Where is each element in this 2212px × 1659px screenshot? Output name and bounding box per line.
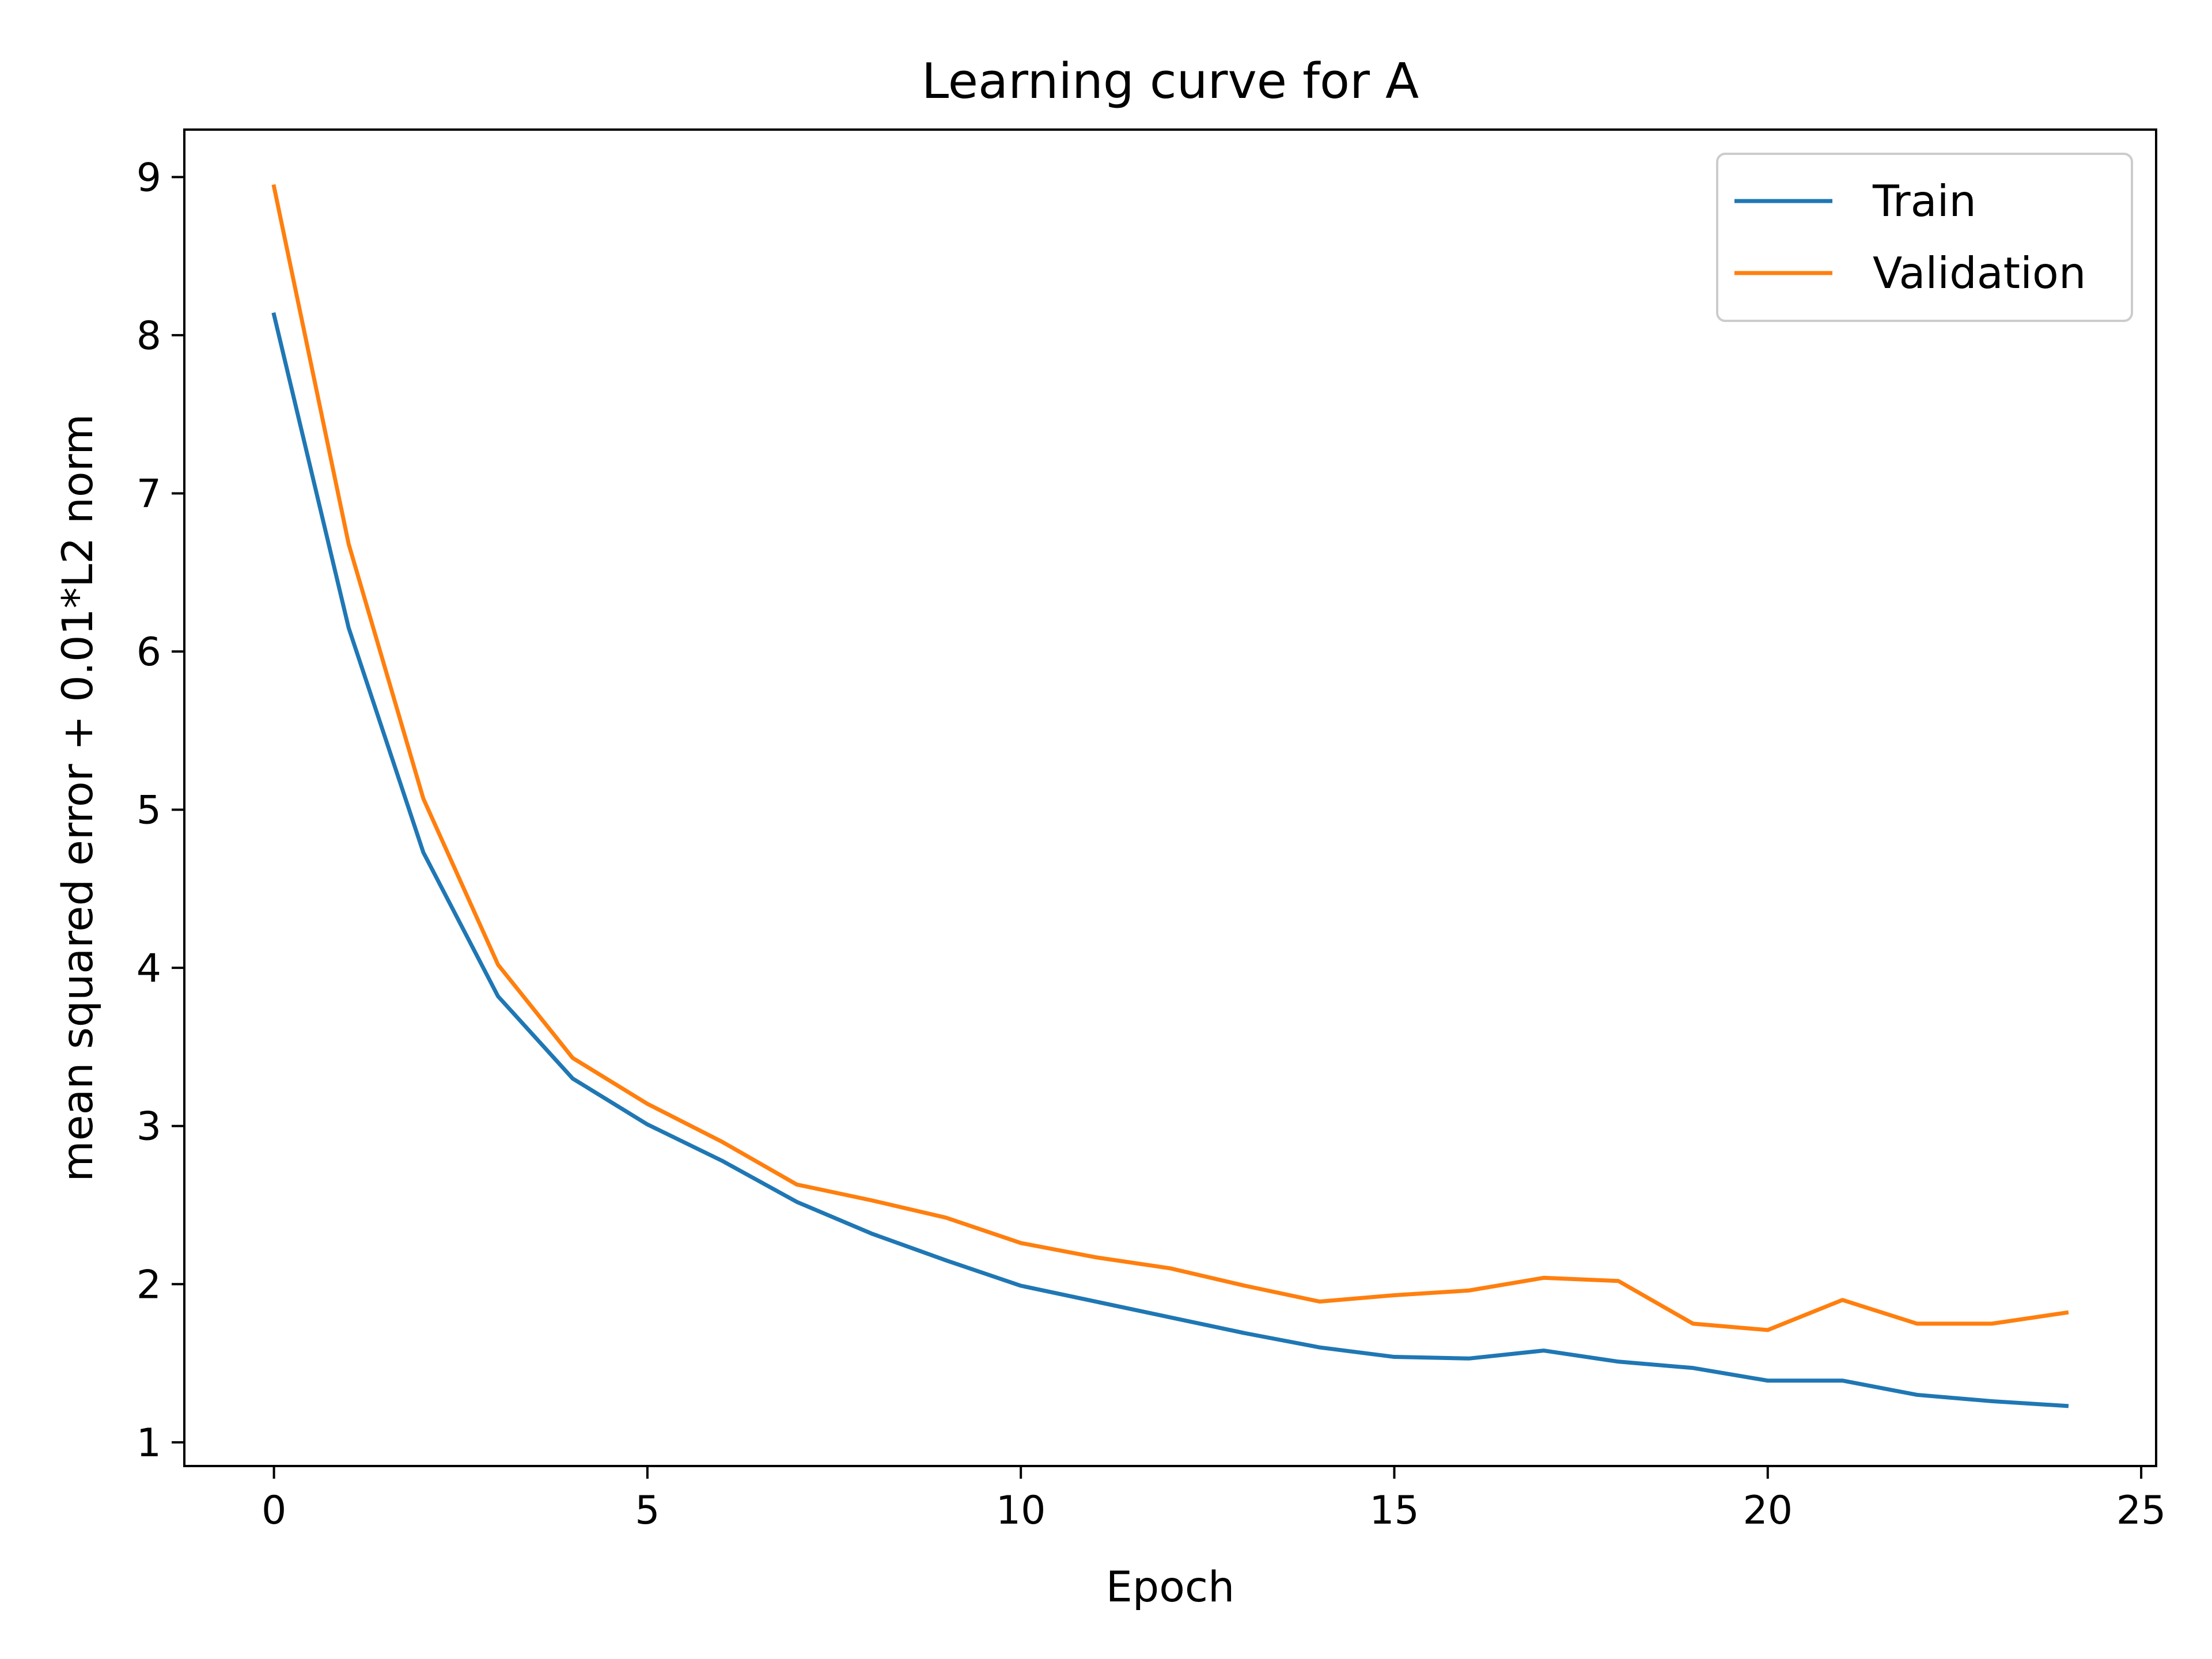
y-tick-label: 5 <box>137 788 161 834</box>
y-tick-label: 1 <box>137 1421 161 1466</box>
x-tick-label: 15 <box>1369 1488 1419 1533</box>
y-tick-label: 4 <box>137 946 161 991</box>
legend-label-train: Train <box>1872 176 1976 226</box>
y-tick-label: 9 <box>137 155 161 200</box>
series-layer <box>271 184 2069 1408</box>
y-tick-label: 6 <box>137 630 161 675</box>
series-line-validation <box>271 184 2069 1332</box>
y-tick-label: 3 <box>137 1104 161 1150</box>
y-axis-label: mean squared error + 0.01*L2 norm <box>54 414 103 1182</box>
y-tick-label: 8 <box>137 313 161 359</box>
plot-area <box>183 128 2157 1467</box>
x-axis-label: Epoch <box>1106 1563 1235 1612</box>
x-axis: 0 5 10 15 20 25 <box>262 1466 2166 1533</box>
plot-frame <box>183 128 2157 1467</box>
x-tick-label: 25 <box>2116 1488 2166 1533</box>
series-line-train <box>271 312 2069 1408</box>
y-tick-label: 2 <box>137 1262 161 1308</box>
y-tick-label: 7 <box>137 471 161 517</box>
y-axis: 1 2 3 4 5 6 7 8 9 <box>137 155 184 1466</box>
x-tick-label: 20 <box>1743 1488 1793 1533</box>
legend-label-validation: Validation <box>1873 248 2086 298</box>
x-tick-label: 10 <box>996 1488 1046 1533</box>
x-tick-label: 0 <box>262 1488 286 1533</box>
legend: Train Validation <box>1716 153 2133 322</box>
x-tick-label: 5 <box>635 1488 660 1533</box>
chart-title: Learning curve for A <box>922 53 1419 110</box>
legend-box <box>1716 153 2133 322</box>
